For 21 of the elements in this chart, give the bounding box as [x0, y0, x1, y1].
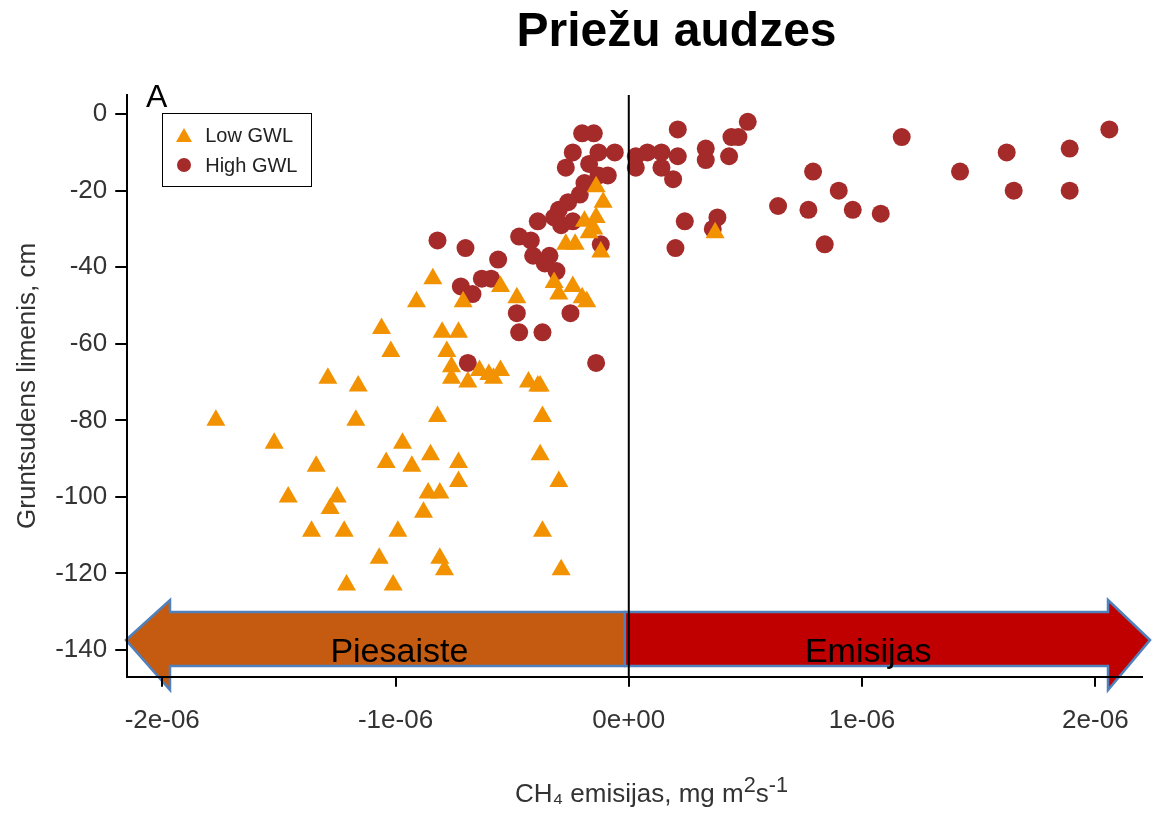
- y-tick-label: -20: [69, 173, 108, 204]
- annotation: A: [146, 78, 168, 115]
- y-tick-label: 0: [92, 97, 108, 128]
- y-tick-label: -100: [55, 480, 108, 511]
- y-tick-label: -60: [69, 326, 108, 357]
- annotation: Piesaiste: [330, 630, 469, 670]
- x-tick-label: 0e+00: [592, 703, 666, 734]
- x-tick-label: 1e-06: [828, 703, 896, 734]
- x-axis-title: CH₄ emisijas, mg m$^{2}$s$^{-1}$: [513, 772, 790, 809]
- x-tick-label: 2e-06: [1062, 703, 1129, 734]
- y-tick-label: -40: [69, 250, 108, 281]
- y-tick-label: -80: [69, 403, 108, 434]
- y-tick-label: -120: [55, 556, 108, 587]
- chart-title: Priežu audzes: [515, 2, 838, 57]
- y-axis-title: Gruntsudens limenis, cm: [10, 242, 41, 529]
- legend-label: Low GWL: [205, 123, 294, 148]
- x-tick-label: -1e-06: [357, 703, 434, 734]
- y-tick-label: -140: [55, 633, 108, 664]
- legend-label: High GWL: [205, 153, 298, 178]
- x-tick-label: -2e-06: [124, 703, 200, 734]
- annotation: Emisijas: [804, 630, 932, 670]
